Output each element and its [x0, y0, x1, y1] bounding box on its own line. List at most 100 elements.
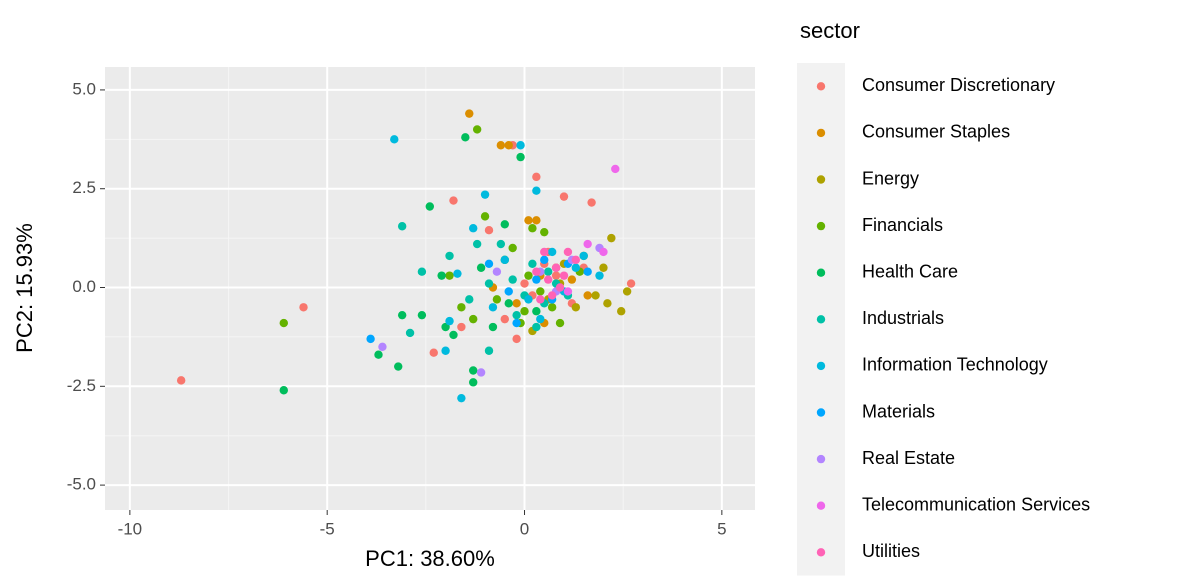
point: [441, 322, 450, 332]
point: [441, 346, 450, 355]
point: [516, 141, 525, 150]
point: [504, 287, 513, 296]
point: [484, 279, 494, 288]
point: [449, 330, 458, 340]
legend-key: [816, 82, 826, 91]
point: [472, 125, 482, 134]
point: [508, 275, 517, 284]
point: [405, 328, 415, 338]
legend-key: [816, 454, 826, 464]
point: [583, 239, 592, 249]
point: [504, 299, 513, 308]
legend-key: [816, 221, 826, 231]
point: [469, 378, 478, 387]
x-tick-label: 5: [717, 519, 726, 538]
point: [445, 271, 454, 280]
legend-key: [816, 268, 826, 277]
grid: [105, 67, 755, 510]
point: [579, 251, 588, 261]
point: [520, 307, 529, 316]
legend-label: Industrials: [862, 308, 944, 328]
point: [480, 212, 490, 221]
x-tick-label: -10: [118, 519, 143, 538]
point: [390, 135, 399, 144]
point: [394, 362, 403, 371]
point: [532, 172, 541, 182]
point: [595, 271, 604, 280]
point: [520, 279, 529, 288]
point: [571, 263, 581, 272]
point: [528, 224, 537, 233]
point: [279, 318, 288, 328]
point: [492, 267, 502, 276]
point: [500, 220, 509, 229]
point: [488, 322, 498, 332]
point: [524, 295, 533, 304]
point: [512, 334, 521, 344]
legend-label: Energy: [862, 168, 919, 188]
legend-label: Information Technology: [862, 355, 1048, 375]
legend-key: [816, 501, 826, 510]
point: [512, 318, 521, 328]
point: [532, 307, 541, 316]
x-tick-label: 0: [520, 519, 529, 538]
y-tick-label: -2.5: [67, 376, 96, 395]
point: [374, 350, 383, 359]
point: [397, 310, 407, 320]
point: [425, 202, 435, 211]
point: [555, 318, 565, 328]
legend-label: Health Care: [862, 261, 958, 281]
point: [500, 314, 509, 324]
point: [536, 295, 545, 304]
point: [583, 267, 592, 276]
point: [559, 271, 569, 280]
point: [508, 243, 517, 253]
y-tick-label: -5.0: [67, 475, 96, 494]
legend-label: Consumer Staples: [862, 122, 1010, 142]
point: [469, 224, 478, 233]
point: [622, 287, 632, 296]
legend-key: [816, 408, 826, 417]
point: [571, 303, 581, 312]
point: [599, 247, 608, 257]
point: [484, 346, 494, 355]
point: [484, 226, 494, 235]
point: [543, 275, 553, 284]
point: [536, 287, 545, 296]
point: [417, 267, 427, 276]
points: [176, 109, 636, 403]
point: [496, 239, 506, 249]
point: [461, 133, 470, 142]
point: [279, 386, 288, 395]
point: [480, 190, 490, 199]
point: [457, 393, 466, 403]
legend-label: Real Estate: [862, 448, 955, 468]
point: [551, 271, 561, 280]
point: [559, 192, 569, 201]
point: [547, 291, 557, 300]
point: [591, 291, 600, 300]
point: [397, 222, 407, 231]
legend-title: sector: [800, 18, 860, 43]
y-axis-title: PC2: 15.93%: [12, 223, 37, 353]
point: [617, 307, 626, 316]
point: [469, 366, 478, 375]
x-axis-title: PC1: 38.60%: [365, 546, 495, 571]
point: [445, 251, 454, 261]
legend-label: Financials: [862, 215, 943, 235]
legend-label: Materials: [862, 401, 935, 421]
point: [476, 263, 486, 272]
point: [587, 198, 596, 207]
axes: 5.0 2.5 0.0 -2.5 -5.0 -10 -5 0 5: [67, 79, 727, 538]
point: [457, 303, 466, 312]
point: [465, 295, 474, 304]
y-tick-label: 2.5: [72, 178, 96, 197]
point: [516, 152, 525, 162]
point: [437, 271, 446, 280]
point: [417, 310, 427, 320]
point: [532, 186, 541, 195]
point: [476, 368, 486, 377]
legend-key: [816, 548, 826, 557]
